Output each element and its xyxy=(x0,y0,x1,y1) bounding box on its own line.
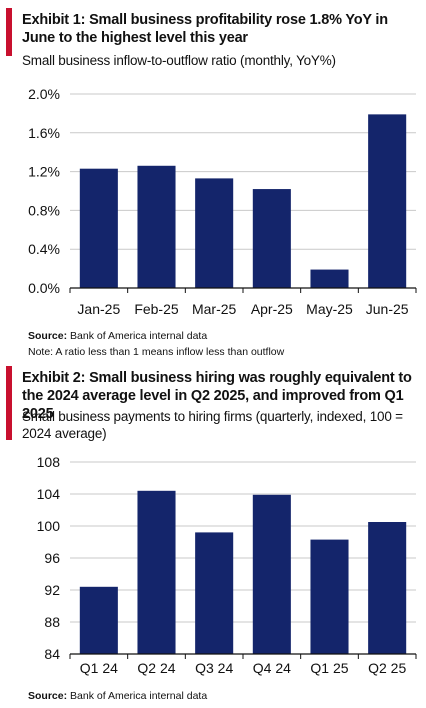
exhibit-2-bar-q3-24 xyxy=(195,532,234,654)
exhibit-2-source-text: Bank of America internal data xyxy=(67,690,208,702)
exhibit-1-bar-may-25 xyxy=(310,269,349,288)
exhibit-2-y-tick-label: 108 xyxy=(37,454,61,470)
exhibit-1-bar-feb-25 xyxy=(137,165,176,288)
exhibit-1-bar-jun-25 xyxy=(368,114,407,288)
exhibit-1-source: Source: Bank of America internal data xyxy=(28,330,207,343)
exhibit-1-y-tick-label: 0.0% xyxy=(28,280,60,296)
exhibit-2-source-label: Source: xyxy=(28,690,68,702)
exhibit-1-y-tick-label: 1.6% xyxy=(28,125,60,141)
exhibit-2-y-tick-label: 88 xyxy=(44,614,60,630)
exhibit-1-x-tick-label: Jun-25 xyxy=(366,301,409,317)
exhibit-1-bar-mar-25 xyxy=(195,178,234,288)
exhibit-1-subtitle: Small business inflow-to-outflow ratio (… xyxy=(22,53,336,68)
exhibit-1-source-label: Source: xyxy=(28,330,68,342)
exhibit-2-bar-q2-24 xyxy=(137,490,176,654)
exhibit-1-x-tick-label: Apr-25 xyxy=(251,301,293,317)
exhibit-2-y-tick-label: 92 xyxy=(44,582,60,598)
exhibit-1-title: Exhibit 1: Small business profitability … xyxy=(22,12,388,46)
exhibit-1-x-tick-label: Feb-25 xyxy=(134,301,179,317)
exhibit-1-x-tick-label: May-25 xyxy=(306,301,353,317)
exhibit-2-x-tick-label: Q2 25 xyxy=(368,660,406,676)
exhibit-1-x-tick-label: Mar-25 xyxy=(192,301,237,317)
exhibit-2-chart: 84 88 92 96 100 104 108 Q1 24 Q2 24 Q3 24 Q4 24 Q1 … xyxy=(37,454,417,676)
exhibit-2-x-tick-label: Q1 24 xyxy=(80,660,118,676)
exhibit-1-bar-jan-25 xyxy=(79,168,118,288)
exhibit-2-bar-q1-24 xyxy=(79,586,118,654)
exhibit-2-subtitle: Small business payments to hiring firms … xyxy=(22,409,403,441)
exhibit-1-chart: 0.0% 0.4% 0.8% 1.2% 1.6% 2.0% Jan-25 Feb-25 Mar-… xyxy=(28,86,417,317)
exhibit-1-y-tick-label: 2.0% xyxy=(28,86,60,102)
exhibit-2-y-tick-label: 104 xyxy=(37,486,61,502)
exhibit-2-x-tick-label: Q1 25 xyxy=(310,660,348,676)
exhibit-2-bar-q1-25 xyxy=(310,539,349,654)
exhibit-2-bar-q4-24 xyxy=(252,494,291,654)
exhibit-2-x-tick-label: Q4 24 xyxy=(253,660,291,676)
exhibit-2-x-tick-label: Q3 24 xyxy=(195,660,233,676)
exhibit-1-y-tick-label: 0.8% xyxy=(28,202,60,218)
exhibit-1-note: Note: A ratio less than 1 means inflow l… xyxy=(28,346,285,358)
exhibit-2-accent-bar xyxy=(6,366,12,440)
exhibit-2-y-tick-label: 100 xyxy=(37,518,61,534)
exhibit-2-x-tick-label: Q2 24 xyxy=(137,660,175,676)
exhibit-1-y-tick-label: 0.4% xyxy=(28,241,60,257)
exhibit-2-y-tick-label: 84 xyxy=(44,646,60,662)
exhibit-2-y-tick-label: 96 xyxy=(44,550,60,566)
exhibit-1-accent-bar xyxy=(6,8,12,56)
exhibit-2-bar-q2-25 xyxy=(368,522,407,654)
exhibit-1-source-text: Bank of America internal data xyxy=(67,330,208,342)
exhibit-2-source: Source: Bank of America internal data xyxy=(28,690,207,703)
exhibit-1-x-tick-label: Jan-25 xyxy=(77,301,120,317)
exhibit-2-title: Exhibit 2: Small business hiring was rou… xyxy=(22,370,412,422)
exhibit-1-y-tick-label: 1.2% xyxy=(28,164,60,180)
exhibit-1-bar-apr-25 xyxy=(252,189,291,288)
